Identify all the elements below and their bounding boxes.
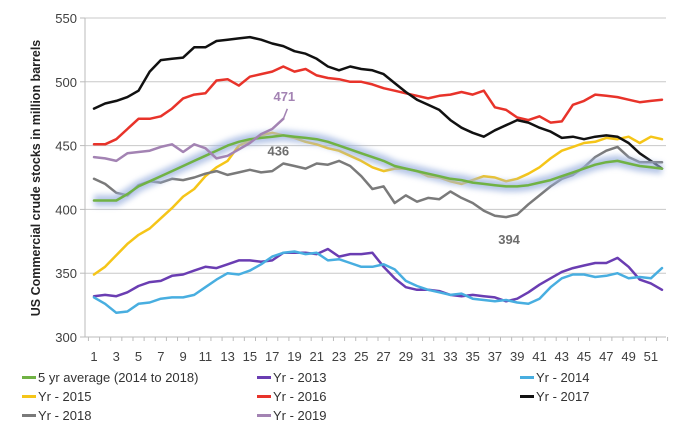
legend-label: Yr - 2018: [38, 408, 92, 423]
y-tick-label: 350: [55, 266, 77, 281]
legend-label: Yr - 2015: [38, 389, 92, 404]
legend-item: Yr - 2018: [22, 408, 91, 423]
y-axis-title: US Commercial crude stocks in million ba…: [29, 40, 43, 317]
x-tick-label: 23: [332, 349, 346, 364]
legend-swatch: [22, 414, 36, 417]
legend-item: Yr - 2017: [520, 389, 589, 404]
annotation-label: 436: [267, 143, 289, 158]
x-tick-label: 33: [443, 349, 457, 364]
legend-swatch: [257, 376, 271, 379]
x-tick-label: 43: [555, 349, 569, 364]
x-tick-label: 1: [90, 349, 97, 364]
legend-swatch: [22, 376, 36, 379]
x-tick-label: 37: [488, 349, 502, 364]
legend-swatch: [257, 395, 271, 398]
y-tick-label: 450: [55, 139, 77, 154]
series-line-yr-2014: [92, 250, 664, 315]
annotation-label: 471: [273, 89, 295, 104]
legend-label: Yr - 2019: [273, 408, 327, 423]
series-line-yr-2017: [92, 35, 664, 170]
y-tick-label: 550: [55, 11, 77, 26]
x-tick-label: 41: [532, 349, 546, 364]
series-line-yr-2013: [92, 247, 664, 303]
x-tick-label: 17: [265, 349, 279, 364]
y-tick-label: 400: [55, 202, 77, 217]
legend-item: Yr - 2015: [22, 389, 91, 404]
x-tick-label: 3: [113, 349, 120, 364]
legend-label: 5 yr average (2014 to 2018): [38, 370, 199, 385]
x-tick-label: 21: [310, 349, 324, 364]
x-tick-label: 47: [599, 349, 613, 364]
y-tick-label: 500: [55, 75, 77, 90]
x-tick-label: 51: [644, 349, 658, 364]
legend-swatch: [22, 395, 36, 398]
legend-item: Yr - 2019: [257, 408, 326, 423]
x-tick-label: 45: [577, 349, 591, 364]
legend-swatch: [257, 414, 271, 417]
series-line-yr-2015: [92, 131, 664, 276]
x-tick-label: 29: [399, 349, 413, 364]
x-tick-label: 49: [621, 349, 635, 364]
annotation-label: 394: [498, 232, 520, 247]
legend-label: Yr - 2013: [273, 370, 327, 385]
x-tick-label: 13: [220, 349, 234, 364]
x-tick-label: 19: [287, 349, 301, 364]
legend-item: 5 yr average (2014 to 2018): [22, 370, 198, 385]
x-tick-label: 27: [376, 349, 390, 364]
legend-swatch: [520, 376, 534, 379]
x-tick-label: 11: [199, 349, 213, 364]
legend-label: Yr - 2014: [536, 370, 590, 385]
legend-item: Yr - 2013: [257, 370, 326, 385]
x-tick-label: 7: [157, 349, 164, 364]
series-line-yr-2019: [92, 117, 285, 163]
x-tick-label: 39: [510, 349, 524, 364]
legend-label: Yr - 2016: [273, 389, 327, 404]
legend-label: Yr - 2017: [536, 389, 590, 404]
annotation-leader: [282, 108, 289, 120]
x-tick-label: 15: [243, 349, 257, 364]
series-line-5-yr-average-2014-to-2018: [92, 134, 664, 202]
x-tick-label: 25: [354, 349, 368, 364]
x-tick-label: 31: [421, 349, 435, 364]
x-tick-label: 9: [179, 349, 186, 364]
legend-item: Yr - 2016: [257, 389, 326, 404]
legend-swatch: [520, 395, 534, 398]
series-line-yr-2016: [92, 65, 664, 146]
legend-item: Yr - 2014: [520, 370, 589, 385]
x-tick-label: 5: [135, 349, 142, 364]
x-tick-label: 35: [465, 349, 479, 364]
y-tick-label: 300: [55, 330, 77, 345]
